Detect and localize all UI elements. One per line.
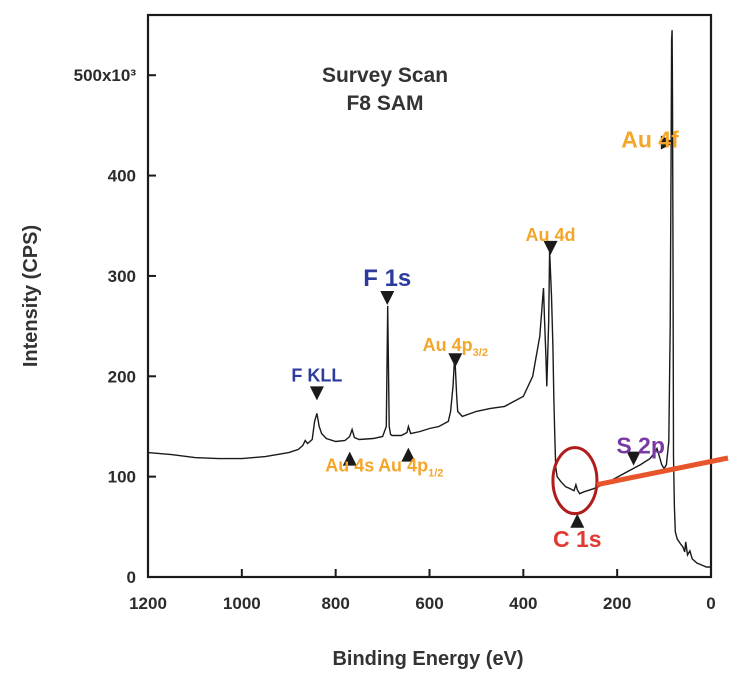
y-tick-label: 200 <box>108 367 136 386</box>
x-tick-label: 1000 <box>223 594 261 613</box>
highlight-circle <box>551 446 599 516</box>
plot-frame <box>146 13 713 579</box>
y-tick-label: 400 <box>108 167 136 186</box>
peak-label: F KLL <box>291 365 342 385</box>
peak-marker <box>380 291 395 306</box>
chart-title-line-2: F8 SAM <box>346 92 423 115</box>
y-tick-label: 500x10³ <box>74 66 137 85</box>
highlight-leader-line <box>596 455 729 488</box>
peak-marker <box>401 447 416 462</box>
peak-marker <box>570 513 585 528</box>
peak-label: C 1s <box>553 526 602 552</box>
peak-marker <box>342 451 357 466</box>
spectrum-line <box>147 30 711 568</box>
x-tick-label: 600 <box>415 594 443 613</box>
peak-label: Au 4p1/2 <box>378 456 443 480</box>
peak-label: Au 4f <box>621 126 679 152</box>
peak-marker <box>626 451 641 466</box>
peak-label: S 2p <box>616 433 665 459</box>
peak-marker <box>543 240 558 255</box>
x-tick-label: 0 <box>706 594 715 613</box>
peak-label: Au 4d <box>526 225 576 245</box>
plot-area: 1200 1000 800 600 400 200 0 0 100 200 300 400 500x10… <box>74 13 729 613</box>
peak-marker <box>448 353 463 368</box>
y-tick-label: 0 <box>127 568 136 587</box>
y-axis-label: Intensity (CPS) <box>20 225 42 367</box>
peak-label: Au 4s <box>325 456 374 476</box>
x-tick-label: 400 <box>509 594 537 613</box>
y-tick-label: 300 <box>108 267 136 286</box>
x-tick-label: 200 <box>603 594 631 613</box>
peak-marker <box>660 135 675 150</box>
x-axis-label: Binding Energy (eV) <box>332 648 523 670</box>
peak-marker <box>309 386 324 401</box>
chart-title-line-1: Survey Scan <box>322 64 448 87</box>
x-tick-label: 800 <box>321 594 349 613</box>
peak-label: F 1s <box>363 265 411 292</box>
y-tick-label: 100 <box>108 468 136 487</box>
x-tick-label: 1200 <box>129 594 167 613</box>
